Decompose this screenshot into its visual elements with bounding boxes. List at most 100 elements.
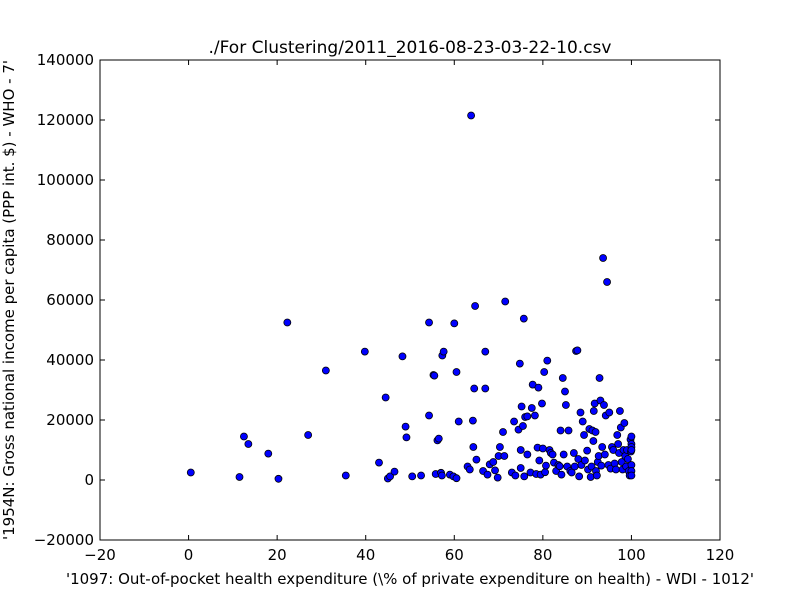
data-point [450, 319, 459, 328]
data-point [620, 419, 629, 427]
y-tick-label: 20000 [46, 411, 94, 429]
data-point [627, 471, 636, 480]
data-point [390, 467, 399, 476]
y-axis-label: '1954N: Gross national income per capita… [0, 60, 18, 540]
data-point [425, 318, 433, 327]
data-point [408, 472, 417, 481]
data-point [548, 450, 557, 459]
data-point [530, 411, 539, 420]
data-point [559, 450, 568, 459]
data-point [534, 383, 543, 392]
data-point [491, 466, 499, 475]
data-point [283, 318, 292, 327]
data-point [519, 314, 528, 323]
data-point [439, 347, 448, 356]
x-axis-label: '1097: Out-of-pocket health expenditure … [66, 570, 754, 588]
data-point [398, 352, 407, 361]
data-points [186, 111, 636, 483]
data-point [597, 461, 606, 470]
data-point [467, 111, 476, 120]
data-point [569, 449, 578, 457]
data-point [402, 433, 411, 442]
data-point [235, 473, 244, 481]
data-point [469, 443, 478, 451]
data-point [304, 431, 313, 439]
data-point [381, 393, 390, 402]
axis-ticks: −20 0 20 40 60 80 100 120 −20000 0 20000 40000 60000… [34, 51, 735, 564]
y-tick-label: 140000 [37, 51, 94, 69]
data-point [614, 440, 623, 448]
data-point [598, 443, 607, 451]
x-tick-label: 120 [706, 546, 735, 564]
data-point [581, 456, 589, 465]
data-point [465, 465, 474, 474]
data-point [538, 399, 546, 408]
data-point [186, 468, 195, 477]
data-point [583, 446, 592, 455]
data-point [401, 422, 410, 431]
data-point [623, 455, 632, 463]
data-point [240, 432, 248, 441]
data-point [472, 455, 481, 464]
data-point [570, 462, 579, 471]
x-tick-label: 0 [184, 546, 194, 564]
data-point [605, 408, 614, 417]
data-point [555, 462, 564, 471]
data-point [437, 471, 446, 480]
data-point [558, 374, 567, 382]
data-point [470, 384, 479, 393]
data-point [627, 446, 636, 454]
data-point [489, 458, 498, 466]
data-point [561, 401, 570, 409]
data-point [603, 278, 611, 286]
data-point [510, 417, 518, 426]
y-tick-label: 40000 [46, 351, 94, 369]
data-point [264, 449, 273, 458]
data-point [612, 465, 620, 474]
data-point [430, 371, 439, 380]
data-point [341, 471, 350, 480]
data-point [515, 359, 524, 368]
x-tick-label: 100 [617, 546, 646, 564]
data-point [543, 356, 552, 365]
data-point [454, 417, 463, 426]
data-point [561, 387, 569, 396]
data-point [375, 458, 383, 467]
data-point [386, 472, 394, 481]
data-point [360, 347, 369, 356]
x-tick-label: 20 [268, 546, 287, 564]
data-point [600, 401, 608, 409]
x-tick-label: 80 [533, 546, 552, 564]
data-point [516, 446, 525, 454]
x-tick-label: −20 [84, 546, 116, 564]
x-tick-label: 40 [356, 546, 375, 564]
data-point [452, 474, 461, 483]
data-point [425, 411, 433, 420]
data-point [595, 374, 604, 382]
y-tick-label: 100000 [37, 171, 94, 189]
data-point [523, 450, 532, 459]
data-point [274, 474, 283, 483]
data-point [557, 470, 566, 479]
y-tick-label: −20000 [34, 531, 94, 549]
data-point [527, 404, 536, 412]
data-point [627, 432, 636, 441]
data-point [519, 422, 527, 430]
data-point [511, 471, 520, 480]
data-point [499, 428, 507, 436]
data-point [567, 468, 576, 477]
data-point [483, 470, 492, 479]
data-point [616, 407, 624, 415]
data-point [573, 346, 582, 355]
y-tick-label: 0 [84, 471, 94, 489]
data-point [589, 407, 598, 415]
data-point [541, 468, 549, 477]
data-point [613, 431, 622, 439]
data-point [564, 426, 573, 435]
data-point [321, 366, 330, 375]
data-point [538, 444, 547, 453]
data-point [599, 254, 607, 262]
data-point [535, 456, 544, 465]
data-point [517, 402, 526, 411]
